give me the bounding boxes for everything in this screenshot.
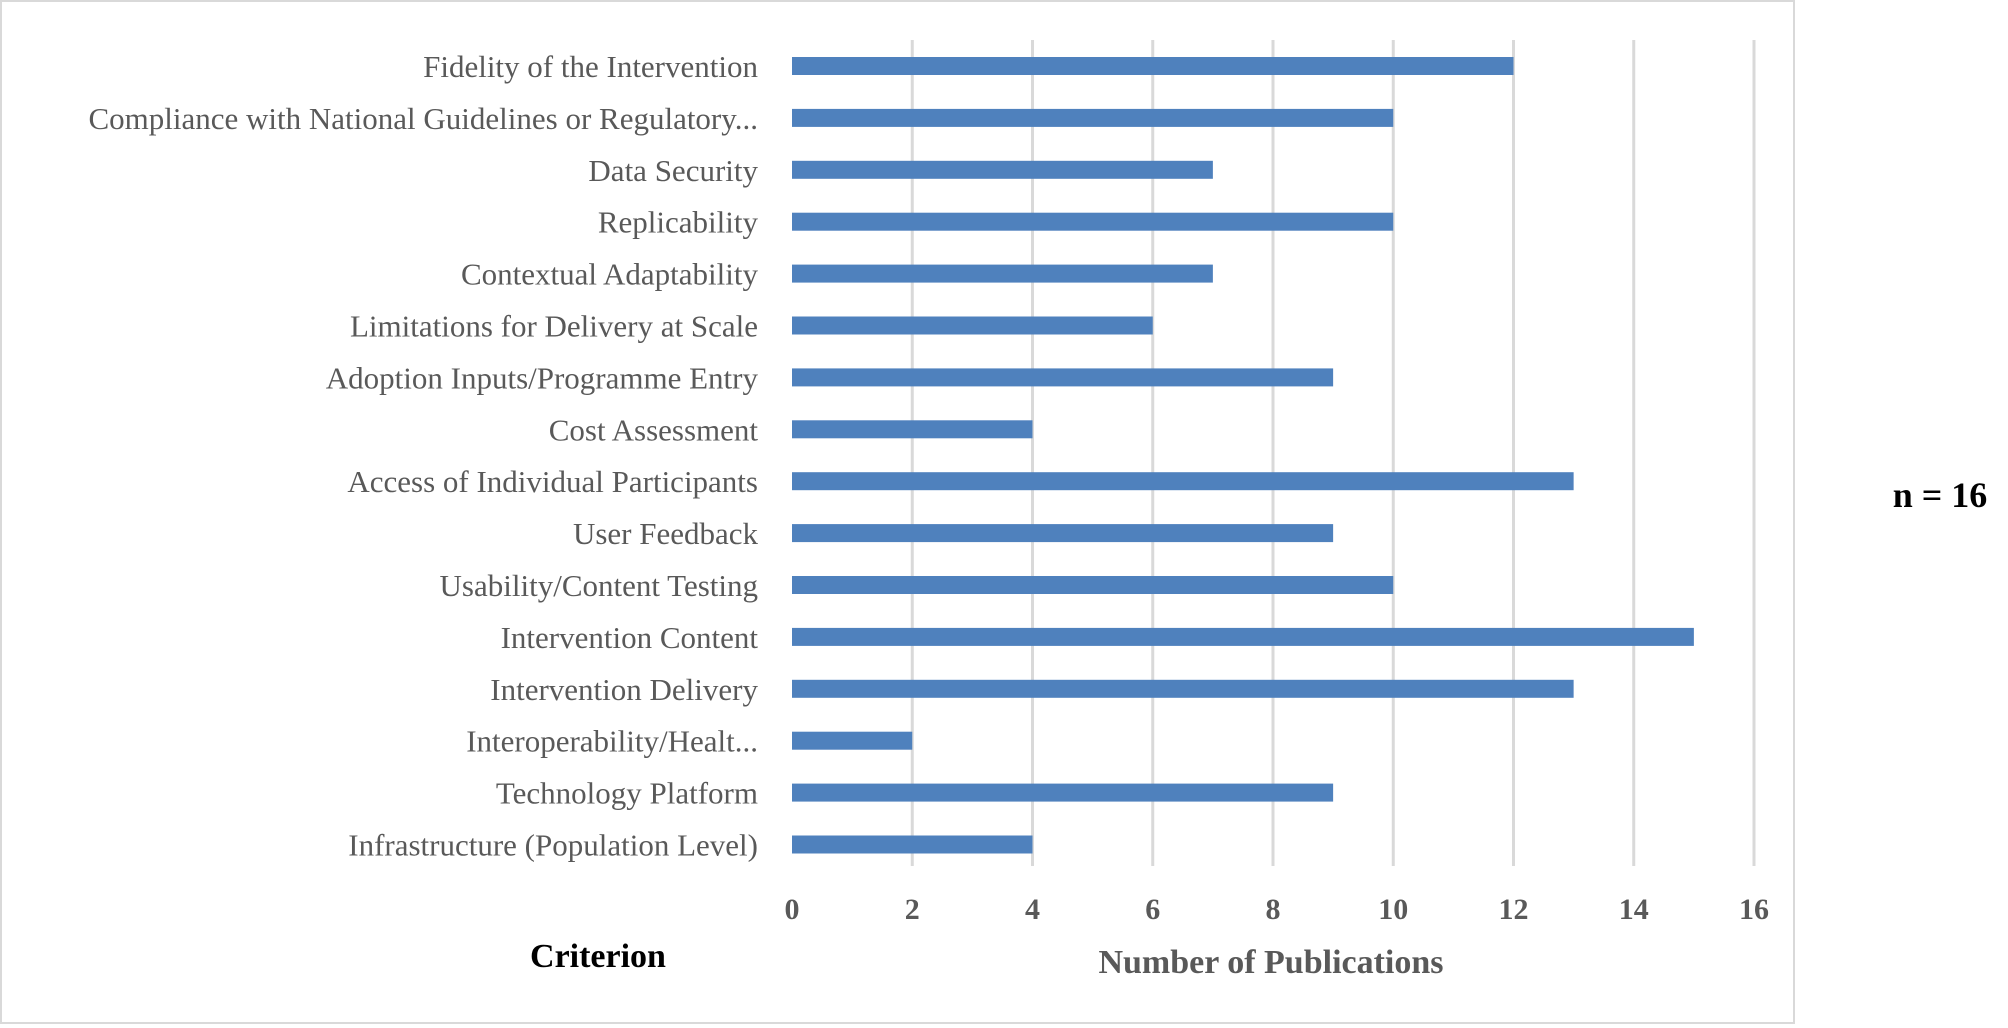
bar	[792, 835, 1033, 854]
bar	[792, 264, 1213, 283]
category-label: Intervention Content	[501, 620, 759, 655]
x-tick-label: 4	[1025, 893, 1040, 926]
x-tick-label: 16	[1739, 893, 1769, 926]
bar	[792, 368, 1334, 387]
bar	[792, 679, 1574, 698]
category-label: Data Security	[588, 153, 758, 188]
bar	[792, 731, 913, 750]
bar	[792, 576, 1394, 594]
category-label: Fidelity of the Intervention	[423, 49, 758, 84]
x-tick-label: 0	[785, 893, 800, 926]
bar	[792, 783, 1334, 802]
bar	[792, 420, 1033, 439]
category-label: Compliance with National Guidelines or R…	[88, 101, 758, 136]
bar	[792, 316, 1153, 335]
x-tick-label: 6	[1145, 893, 1160, 926]
category-label: Contextual Adaptability	[461, 257, 759, 292]
category-label: Intervention Delivery	[490, 672, 758, 707]
x-tick-label: 2	[905, 893, 920, 926]
bar	[792, 108, 1394, 127]
category-label: Usability/Content Testing	[440, 568, 758, 603]
category-label: Adoption Inputs/Programme Entry	[326, 360, 759, 395]
category-label: Interoperability/Healt...	[466, 724, 758, 759]
x-tick-label: 14	[1619, 893, 1649, 926]
category-label: Technology Platform	[496, 776, 758, 811]
category-label: Cost Assessment	[549, 412, 759, 447]
bar	[792, 472, 1574, 491]
x-tick-label: 8	[1266, 893, 1281, 926]
bar	[792, 57, 1514, 75]
category-label: Access of Individual Participants	[347, 464, 758, 499]
category-labels: Fidelity of the Intervention Compliance w…	[88, 49, 758, 863]
category-label: Limitations for Delivery at Scale	[350, 309, 758, 344]
x-tick-labels: 0 2 4 6 8 10 12 14 16	[785, 893, 1770, 926]
x-tick-label: 12	[1499, 893, 1529, 926]
category-label: Replicability	[598, 205, 759, 240]
bars	[792, 57, 1694, 854]
category-label: User Feedback	[573, 516, 759, 551]
bar	[792, 524, 1334, 543]
category-label: Infrastructure (Population Level)	[348, 828, 758, 863]
bar	[792, 160, 1213, 179]
bar	[792, 627, 1694, 646]
x-tick-label: 10	[1378, 893, 1408, 926]
y-axis-title: Criterion	[530, 938, 666, 975]
x-axis-title: Number of Publications	[1098, 944, 1443, 981]
bar	[792, 212, 1394, 231]
sample-size-annotation: n = 16	[1893, 475, 1988, 515]
